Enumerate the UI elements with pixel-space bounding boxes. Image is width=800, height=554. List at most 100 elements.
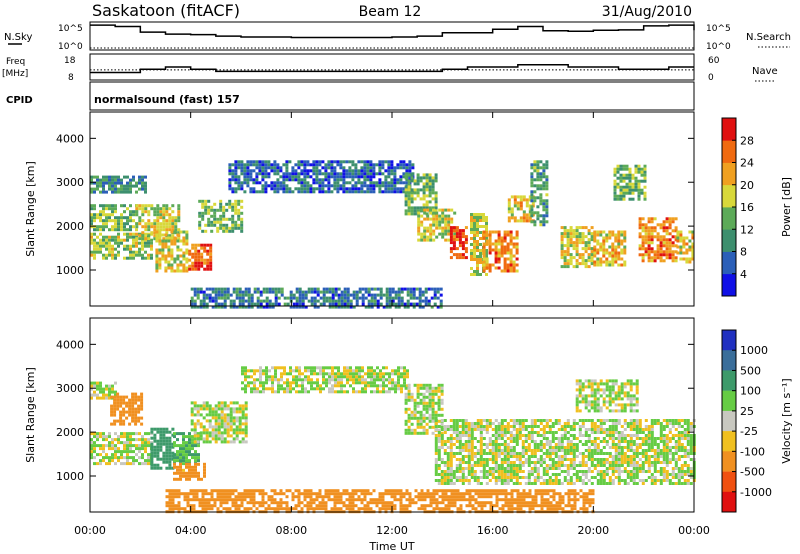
power-cell [441, 229, 445, 233]
power-cell [423, 208, 427, 212]
velocity-cell [307, 369, 310, 373]
power-cell [434, 191, 438, 195]
velocity-cell [349, 375, 352, 379]
velocity-cell [497, 455, 501, 458]
power-cell [129, 256, 132, 260]
power-cell [255, 175, 259, 179]
velocity-cell [349, 366, 352, 370]
power-cell [360, 187, 364, 191]
velocity-cell [250, 381, 253, 385]
velocity-cell [244, 378, 247, 382]
velocity-cell [165, 442, 169, 446]
velocity-cell [211, 431, 215, 435]
power-cell [418, 302, 422, 306]
velocity-cell [563, 422, 567, 425]
power-cell [93, 190, 96, 194]
velocity-cell [217, 416, 221, 420]
power-cell [512, 266, 516, 270]
power-cell [620, 251, 624, 255]
velocity-cell [379, 378, 382, 382]
power-cell [129, 232, 132, 236]
date-title: 31/Aug/2010 [602, 4, 692, 20]
power-cell [525, 213, 529, 217]
velocity-cell [325, 384, 328, 388]
velocity-cell [500, 443, 504, 446]
power-cell [171, 219, 175, 223]
power-cell [370, 293, 374, 297]
velocity-cell [470, 458, 474, 461]
velocity-cell [449, 437, 453, 440]
power-cell [605, 233, 609, 237]
power-cell [277, 287, 281, 291]
velocity-cell [608, 479, 612, 482]
velocity-cell [515, 419, 519, 422]
power-cell [427, 299, 431, 303]
power-cell [634, 188, 638, 192]
power-cell [208, 296, 212, 300]
power-cell [613, 167, 617, 171]
power-cell [653, 229, 657, 233]
velocity-cell [533, 470, 537, 473]
power-cell [108, 181, 111, 185]
velocity-cell [563, 452, 567, 455]
velocity-cell [122, 401, 126, 405]
power-cell [357, 190, 361, 194]
power-cell [569, 229, 573, 233]
velocity-cell [566, 425, 570, 428]
power-cell [533, 178, 537, 182]
power-cell [99, 213, 102, 217]
power-cell [270, 169, 274, 173]
power-cell [161, 254, 165, 258]
velocity-cell [500, 479, 504, 482]
velocity-cell [479, 422, 483, 425]
power-cell [342, 184, 346, 188]
power-cell [417, 229, 421, 233]
power-cell [369, 166, 373, 170]
velocity-cell [446, 437, 450, 440]
power-cell [355, 296, 359, 300]
velocity-cell [379, 372, 382, 376]
velocity-cell [135, 438, 138, 442]
power-cell [199, 290, 203, 294]
velocity-cell [295, 369, 298, 373]
velocity-cell [132, 438, 135, 442]
velocity-cell [193, 437, 197, 441]
velocity-cell [437, 479, 441, 482]
velocity-cell [515, 470, 519, 473]
power-cell [515, 245, 519, 249]
power-cell [405, 163, 409, 167]
power-cell [622, 197, 626, 201]
velocity-cell [575, 443, 579, 446]
velocity-cell [443, 431, 447, 434]
power-cell [190, 302, 194, 306]
power-cell [631, 197, 635, 201]
velocity-cell [500, 437, 504, 440]
velocity-cell [132, 432, 135, 436]
power-cell [132, 253, 135, 257]
velocity-cell [277, 390, 280, 394]
velocity-cell [602, 446, 606, 449]
velocity-cell [509, 452, 513, 455]
velocity-cell [578, 479, 582, 482]
power-cell [193, 305, 197, 309]
velocity-cell [494, 479, 498, 482]
velocity-cell [188, 453, 191, 457]
power-cell [176, 266, 180, 270]
power-cell [111, 225, 114, 229]
velocity-cell [404, 398, 408, 402]
power-cell [123, 175, 126, 179]
power-cell [419, 206, 423, 210]
velocity-cell [587, 440, 591, 443]
velocity-cell [566, 482, 570, 485]
power-cell [240, 181, 244, 185]
power-cell [164, 239, 168, 243]
velocity-cell [560, 461, 564, 464]
velocity-cell [238, 428, 242, 432]
velocity-cell [168, 454, 172, 458]
velocity-cell [533, 479, 537, 482]
power-cell [560, 256, 564, 260]
velocity-cell [521, 419, 525, 422]
power-cell [194, 264, 198, 268]
velocity-cell [500, 419, 504, 422]
power-cell [226, 293, 230, 297]
